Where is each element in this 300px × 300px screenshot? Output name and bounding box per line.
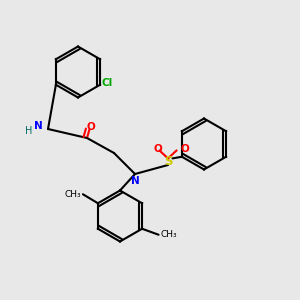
Text: H: H (25, 125, 32, 136)
Text: Cl: Cl (102, 78, 113, 88)
Text: N: N (34, 121, 43, 131)
Text: O: O (180, 143, 189, 154)
Text: CH₃: CH₃ (160, 230, 177, 239)
Text: N: N (130, 176, 140, 186)
Text: CH₃: CH₃ (65, 190, 81, 199)
Text: O: O (153, 143, 162, 154)
Text: O: O (86, 122, 95, 133)
Text: S: S (164, 155, 173, 168)
